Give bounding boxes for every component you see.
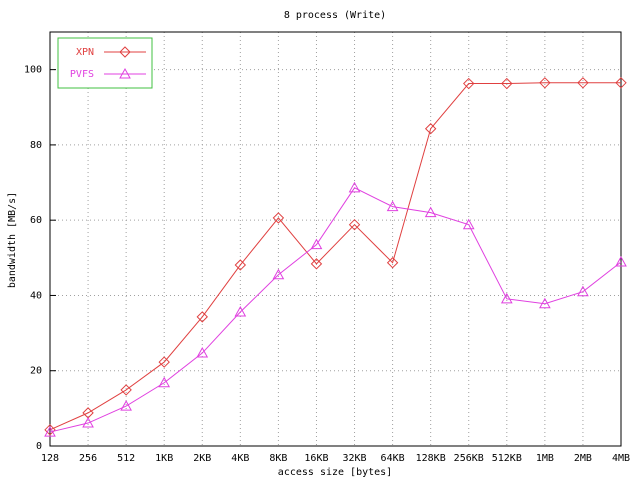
x-tick-label: 128	[41, 453, 59, 464]
series-line	[49, 187, 622, 433]
marker	[234, 305, 247, 317]
x-axis-label: access size [bytes]	[278, 467, 392, 478]
y-tick-label: 100	[24, 65, 42, 76]
marker	[120, 400, 132, 411]
x-tick-label: 256	[79, 453, 97, 464]
x-tick-label: 512	[117, 453, 135, 464]
y-tick-label: 0	[36, 441, 42, 452]
chart-title: 8 process (Write)	[284, 10, 386, 21]
marker	[348, 218, 361, 231]
y-tick-label: 60	[30, 215, 42, 226]
x-tick-label: 4MB	[612, 453, 630, 464]
legend-label: XPN	[76, 47, 94, 58]
marker	[119, 67, 131, 79]
plot-frame	[49, 31, 622, 447]
x-tick-label: 16KB	[304, 453, 328, 464]
y-axis-label: bandwidth [MB/s]	[7, 192, 18, 288]
x-tick-label: 64KB	[381, 453, 405, 464]
legend-box	[57, 37, 153, 89]
x-tick-label: 8KB	[269, 453, 287, 464]
x-tick-label: 256KB	[454, 453, 484, 464]
marker	[615, 255, 627, 267]
x-tick-label: 128KB	[416, 453, 446, 464]
marker	[44, 426, 56, 437]
marker	[348, 181, 361, 193]
marker	[44, 424, 56, 436]
marker	[615, 77, 627, 89]
x-tick-label: 32KB	[342, 453, 366, 464]
marker	[501, 77, 513, 90]
x-tick-label: 512KB	[492, 453, 522, 464]
marker	[577, 285, 589, 297]
marker	[196, 347, 209, 358]
x-tick-label: 1MB	[536, 453, 554, 464]
marker	[539, 77, 551, 89]
legend-label: PVFS	[70, 69, 94, 80]
marker	[158, 376, 171, 388]
series-line	[49, 82, 621, 431]
marker	[196, 311, 208, 323]
x-tick-label: 2KB	[193, 453, 211, 464]
marker	[386, 257, 399, 269]
y-tick-label: 20	[30, 366, 42, 377]
marker	[500, 292, 513, 304]
marker	[310, 238, 323, 250]
y-tick-label: 40	[30, 290, 42, 301]
marker	[386, 200, 399, 212]
marker	[82, 417, 94, 428]
marker	[310, 258, 323, 270]
marker	[463, 77, 475, 90]
x-tick-label: 1KB	[155, 453, 173, 464]
marker	[272, 268, 285, 280]
y-tick-label: 80	[30, 140, 42, 151]
marker	[234, 259, 247, 271]
marker	[120, 384, 132, 396]
marker	[539, 297, 551, 309]
marker	[272, 212, 285, 224]
marker	[424, 206, 437, 218]
marker	[462, 218, 475, 230]
marker	[424, 123, 437, 135]
marker	[119, 46, 131, 58]
marker	[158, 356, 170, 368]
marker	[577, 77, 589, 89]
x-tick-label: 2MB	[574, 453, 592, 464]
x-tick-label: 4KB	[231, 453, 249, 464]
